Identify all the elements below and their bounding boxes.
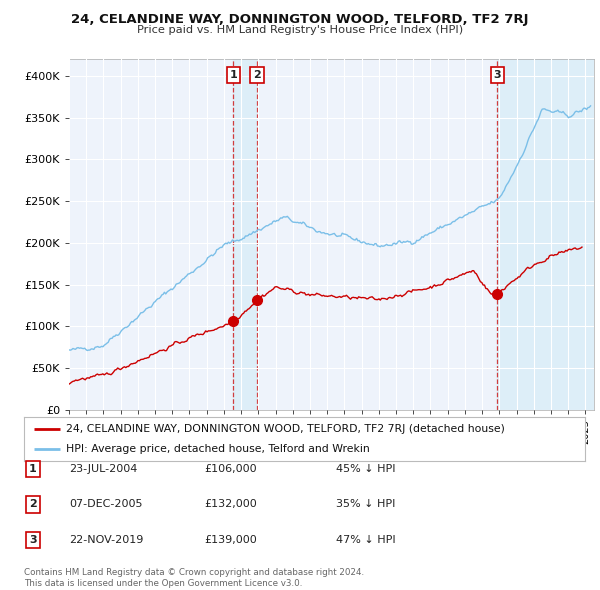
Text: £139,000: £139,000 (204, 535, 257, 545)
Text: 24, CELANDINE WAY, DONNINGTON WOOD, TELFORD, TF2 7RJ: 24, CELANDINE WAY, DONNINGTON WOOD, TELF… (71, 13, 529, 26)
Bar (233, 59, 257, 410)
Text: 3: 3 (494, 70, 501, 80)
Text: 35% ↓ HPI: 35% ↓ HPI (336, 500, 395, 509)
Text: 24, CELANDINE WAY, DONNINGTON WOOD, TELFORD, TF2 7RJ (detached house): 24, CELANDINE WAY, DONNINGTON WOOD, TELF… (66, 424, 505, 434)
Text: 07-DEC-2005: 07-DEC-2005 (69, 500, 143, 509)
Bar (497, 59, 594, 410)
Text: 3: 3 (29, 535, 37, 545)
Text: This data is licensed under the Open Government Licence v3.0.: This data is licensed under the Open Gov… (24, 579, 302, 588)
Bar (497, 59, 594, 410)
Text: 1: 1 (230, 70, 237, 80)
Text: 1: 1 (29, 464, 37, 474)
Text: Contains HM Land Registry data © Crown copyright and database right 2024.: Contains HM Land Registry data © Crown c… (24, 568, 364, 576)
Text: HPI: Average price, detached house, Telford and Wrekin: HPI: Average price, detached house, Telf… (66, 444, 370, 454)
Text: £132,000: £132,000 (204, 500, 257, 509)
Text: 2: 2 (253, 70, 261, 80)
Text: 2: 2 (29, 500, 37, 509)
Text: £106,000: £106,000 (204, 464, 257, 474)
Text: Price paid vs. HM Land Registry's House Price Index (HPI): Price paid vs. HM Land Registry's House … (137, 25, 463, 35)
Text: 23-JUL-2004: 23-JUL-2004 (69, 464, 137, 474)
Text: 47% ↓ HPI: 47% ↓ HPI (336, 535, 395, 545)
Text: 22-NOV-2019: 22-NOV-2019 (69, 535, 143, 545)
Text: 45% ↓ HPI: 45% ↓ HPI (336, 464, 395, 474)
